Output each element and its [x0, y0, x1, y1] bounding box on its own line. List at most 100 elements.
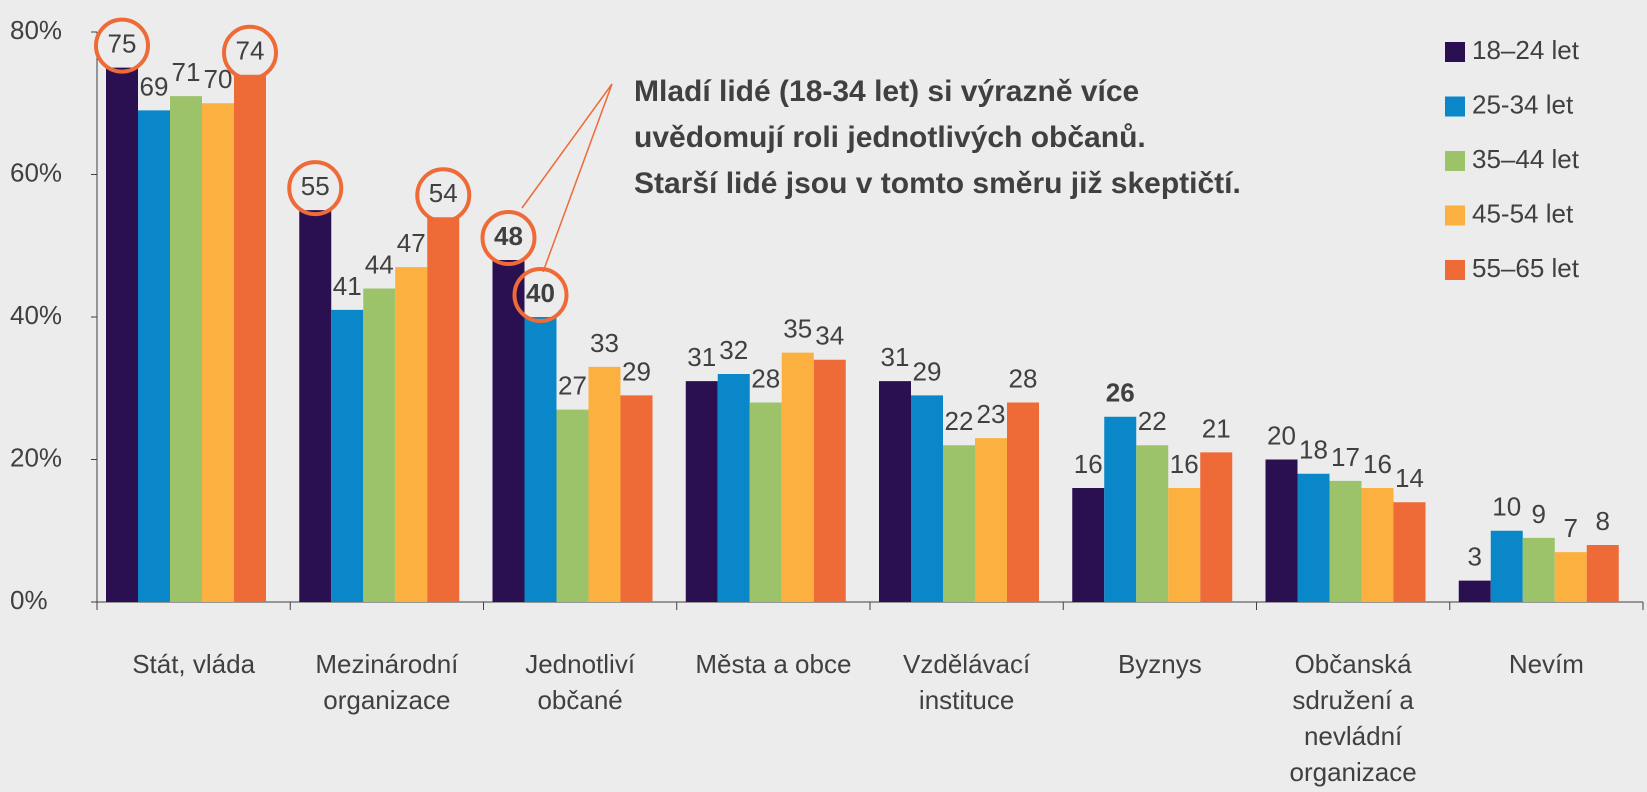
- data-label: 17: [1331, 442, 1360, 472]
- highlight-circle: [287, 160, 344, 217]
- x-tick-label: Jednotliví občané: [525, 649, 636, 715]
- bar: [363, 288, 396, 602]
- x-tick-label: Mezinárodní organizace: [315, 649, 459, 715]
- legend-label: 55–65 let: [1472, 253, 1580, 283]
- data-label: 40: [526, 278, 555, 308]
- x-tick-label: Nevím: [1508, 649, 1584, 679]
- bar: [1490, 530, 1523, 602]
- bar: [1104, 416, 1137, 602]
- bar: [1265, 459, 1298, 602]
- data-label: 21: [1202, 413, 1231, 443]
- bar: [1522, 537, 1555, 602]
- x-tick-label: Občanská sdružení a nevládní organizace: [1289, 649, 1417, 787]
- legend-label: 18–24 let: [1472, 35, 1580, 65]
- y-tick-label: 60%: [10, 157, 62, 187]
- legend-label: 35–44 let: [1472, 144, 1580, 174]
- data-label: 33: [590, 328, 619, 358]
- data-label: 26: [1106, 378, 1135, 408]
- data-label: 28: [1009, 363, 1038, 393]
- data-label: 9: [1532, 499, 1546, 529]
- data-label: 23: [977, 399, 1006, 429]
- data-label: 16: [1363, 449, 1392, 479]
- data-label: 28: [751, 363, 780, 393]
- legend-swatch: [1445, 260, 1465, 280]
- bar: [1329, 480, 1362, 602]
- data-label: 75: [108, 29, 137, 59]
- data-label: 31: [881, 342, 910, 372]
- highlight-circle: [512, 267, 569, 323]
- x-tick-label: Města a obce: [695, 649, 852, 679]
- annotation: uvědomují roli jednotlivých občanů.: [634, 121, 1146, 154]
- bar: [620, 395, 653, 602]
- y-tick-label: 40%: [10, 300, 62, 330]
- legend-swatch: [1445, 151, 1465, 171]
- bar: [106, 67, 138, 602]
- data-label: 3: [1468, 542, 1482, 572]
- bar: [1072, 488, 1105, 602]
- bar: [685, 381, 718, 602]
- bar: [395, 267, 428, 602]
- bar: [781, 352, 814, 602]
- bar: [1200, 452, 1233, 602]
- y-tick-label: 0%: [10, 585, 48, 615]
- data-label: 20: [1267, 420, 1296, 450]
- bar: [492, 260, 525, 602]
- legend-swatch: [1445, 42, 1465, 62]
- highlight-circle: [415, 167, 472, 224]
- data-label: 18: [1299, 435, 1328, 465]
- bar: [1586, 545, 1619, 602]
- data-label: 34: [815, 321, 844, 351]
- annotation-pointer: [542, 83, 613, 273]
- data-label: 14: [1395, 463, 1424, 493]
- y-tick-label: 80%: [10, 15, 62, 45]
- data-label: 74: [236, 36, 265, 66]
- y-tick-label: 20%: [10, 442, 62, 472]
- annotation: Starší lidé jsou v tomto směru již skept…: [634, 167, 1241, 200]
- bar: [299, 210, 332, 602]
- data-label: 16: [1074, 449, 1103, 479]
- bar: [1007, 402, 1039, 602]
- bar: [1136, 445, 1169, 602]
- highlight-circle: [222, 24, 278, 81]
- bar: [588, 366, 621, 602]
- data-label: 54: [429, 178, 458, 208]
- bar: [331, 309, 364, 602]
- data-label: 29: [622, 356, 651, 386]
- data-label: 7: [1564, 513, 1578, 543]
- legend-swatch: [1445, 205, 1465, 226]
- bar: [879, 381, 911, 602]
- annotation-pointer: [521, 83, 613, 209]
- bar: [813, 359, 846, 602]
- bar: [1393, 502, 1426, 602]
- legend-label: 25-34 let: [1472, 89, 1574, 119]
- legend-swatch: [1445, 96, 1465, 117]
- bar: [975, 438, 1007, 602]
- highlight-circle: [480, 210, 537, 266]
- data-label: 8: [1596, 506, 1610, 536]
- data-label: 31: [687, 342, 716, 372]
- data-label: 69: [140, 71, 169, 101]
- bar: [1458, 580, 1491, 602]
- bar: [749, 402, 782, 602]
- data-label: 16: [1170, 449, 1199, 479]
- data-label: 44: [365, 249, 394, 279]
- bar: [427, 217, 460, 602]
- bar: [911, 395, 943, 602]
- x-tick-label: Vzdělávací instituce: [903, 649, 1031, 715]
- bar: [943, 445, 975, 602]
- data-label: 48: [494, 221, 523, 251]
- data-label: 55: [301, 171, 330, 201]
- data-label: 71: [172, 57, 201, 87]
- bar: [524, 317, 557, 602]
- bar: [717, 374, 750, 602]
- legend-label: 45-54 let: [1472, 198, 1574, 228]
- data-label: 22: [1138, 406, 1167, 436]
- bar: [234, 74, 266, 602]
- bar: [202, 103, 234, 602]
- x-tick-label: Byznys: [1117, 649, 1202, 679]
- highlight-circle: [94, 17, 150, 74]
- bar: [1297, 473, 1330, 602]
- data-label: 22: [945, 406, 974, 436]
- data-label: 10: [1492, 492, 1521, 522]
